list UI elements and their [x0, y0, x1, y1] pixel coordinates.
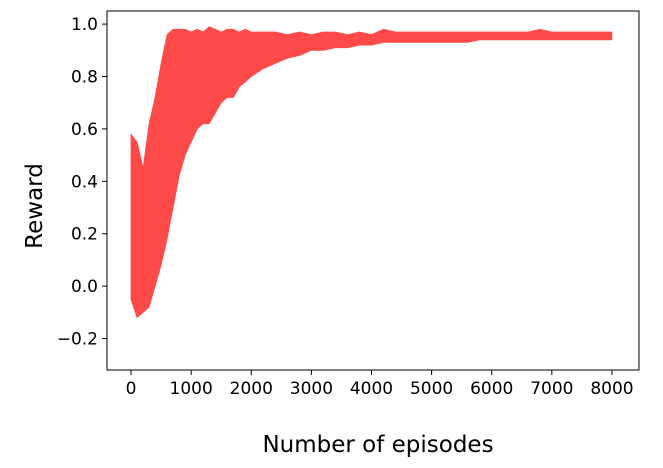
x-tick-label: 3000	[290, 379, 333, 399]
y-tick-label: 1.0	[71, 15, 98, 35]
x-tick-label: 1000	[170, 379, 213, 399]
y-tick-label: 0.4	[71, 172, 98, 192]
x-tick-label: 0	[126, 379, 137, 399]
x-axis: 0 1000 2000 3000 4000 5000 6000 7000 8000	[126, 370, 634, 399]
y-tick-label: 0.6	[71, 120, 98, 140]
y-axis: −0.2 0.0 0.2 0.4 0.6 0.8 1.0	[57, 15, 107, 350]
y-tick-label: 0.0	[71, 277, 98, 297]
x-tick-label: 5000	[410, 379, 453, 399]
plot-area	[130, 26, 613, 318]
x-tick-label: 7000	[530, 379, 573, 399]
plot-frame	[106, 10, 640, 371]
y-tick-label: 0.8	[71, 68, 98, 88]
x-tick-label: 6000	[470, 379, 513, 399]
y-axis-label: Reward	[22, 163, 48, 249]
x-tick-label: 4000	[350, 379, 393, 399]
x-tick-label: 2000	[230, 379, 273, 399]
y-tick-label: −0.2	[57, 330, 98, 350]
x-axis-label: Number of episodes	[262, 432, 493, 458]
y-tick-label: 0.2	[71, 225, 98, 245]
reward-band-series-0	[130, 26, 613, 318]
x-tick-label: 8000	[590, 379, 633, 399]
